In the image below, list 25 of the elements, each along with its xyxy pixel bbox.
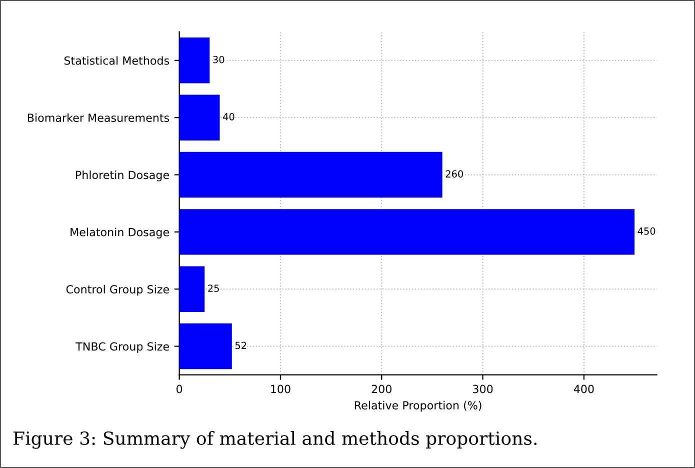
bar [179, 266, 205, 312]
y-tick-label: Melatonin Dosage [70, 228, 169, 238]
y-tick-label: Statistical Methods [64, 56, 170, 65]
bar [179, 209, 635, 255]
y-tick-label: Phloretin Dosage [76, 170, 169, 182]
bar [179, 152, 442, 198]
x-tick-label: 300 [473, 384, 493, 394]
x-axis-title: Relative Proportion (%) [354, 400, 482, 412]
caption: Figure 3: Summary of material and methods proportions. [14, 431, 537, 449]
x-tick-label: 400 [574, 384, 594, 394]
data-label: 25 [208, 284, 219, 292]
bar [179, 323, 232, 370]
x-tick-label: 0 [176, 384, 182, 394]
bar [179, 38, 210, 84]
data-label: 40 [223, 113, 234, 120]
data-label: 260 [446, 170, 464, 178]
data-label: 30 [213, 56, 224, 64]
x-tick-label: 100 [271, 384, 290, 394]
data-label: 450 [638, 227, 656, 235]
y-tick-label: Biomarker Measurements [28, 113, 170, 122]
bar [179, 94, 220, 140]
y-tick-label: Control Group Size [66, 284, 169, 296]
x-tick-label: 200 [372, 384, 392, 394]
data-label: 52 [235, 342, 246, 350]
y-tick-label: TNBC Group Size [76, 342, 169, 353]
